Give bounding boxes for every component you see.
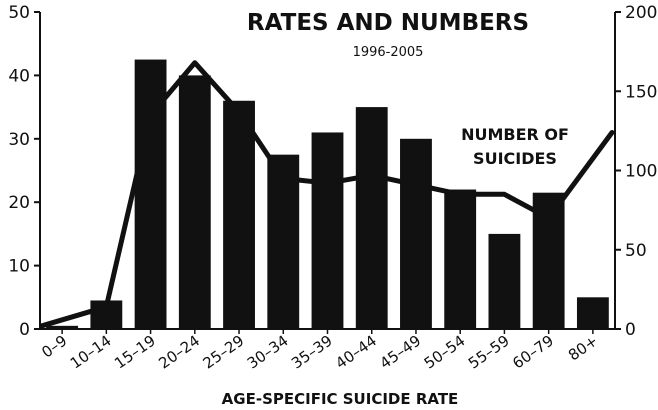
- x-tick-label: 35–39: [288, 332, 336, 373]
- bar-10: [444, 189, 477, 329]
- x-tick-label: 0–9: [38, 332, 70, 362]
- line-series: [39, 60, 615, 329]
- left-tick-label: 20: [8, 193, 30, 213]
- right-tick-label: 0: [625, 320, 636, 340]
- line-annotation-line2: SUICIDES: [473, 149, 557, 168]
- x-tick-label: 55–59: [465, 332, 513, 373]
- left-tick-label: 0: [19, 320, 30, 340]
- right-tick-label: 50: [625, 241, 647, 261]
- bar-9: [400, 138, 432, 329]
- bar-4: [178, 75, 211, 330]
- x-axis-label: AGE-SPECIFIC SUICIDE RATE: [222, 390, 459, 408]
- bar-11: [488, 233, 521, 329]
- bar-6: [267, 154, 300, 329]
- x-tick-label: 80+: [565, 332, 601, 365]
- bar-5: [223, 100, 255, 329]
- left-tick-label: 50: [8, 3, 30, 23]
- line-annotation-line1: NUMBER OF: [461, 125, 569, 144]
- bar-13: [576, 297, 609, 329]
- x-tick-label: 30–34: [244, 332, 292, 373]
- bar-8: [355, 107, 388, 329]
- x-tick-label: 45–49: [377, 332, 425, 373]
- x-tick-label: 20–24: [155, 332, 203, 373]
- chart-title: RATES AND NUMBERS: [247, 10, 529, 36]
- bar-7: [311, 132, 344, 329]
- x-tick-label: 15–19: [111, 332, 159, 373]
- left-tick-label: 30: [8, 130, 30, 150]
- left-axis-ticks: 0 10 20 30 40 50: [8, 3, 40, 340]
- left-tick-label: 10: [8, 257, 30, 277]
- bar-1: [46, 325, 79, 329]
- suicides-line: [39, 60, 615, 329]
- right-tick-label: 150: [625, 82, 657, 102]
- x-tick-label: 60–79: [509, 332, 557, 373]
- x-axis-ticks: 0–910–1415–1920–2425–2930–3435–3940–4445…: [38, 329, 601, 372]
- x-tick-label: 40–44: [332, 332, 380, 373]
- x-tick-label: 25–29: [200, 332, 248, 373]
- right-tick-label: 100: [625, 162, 657, 182]
- left-tick-label: 40: [8, 66, 30, 86]
- right-axis-ticks: 0 50 100 150 200: [615, 3, 657, 340]
- x-tick-label: 50–54: [421, 332, 469, 373]
- right-tick-label: 200: [625, 3, 657, 23]
- x-tick-label: 10–14: [67, 332, 115, 373]
- chart-subtitle: 1996-2005: [353, 45, 424, 60]
